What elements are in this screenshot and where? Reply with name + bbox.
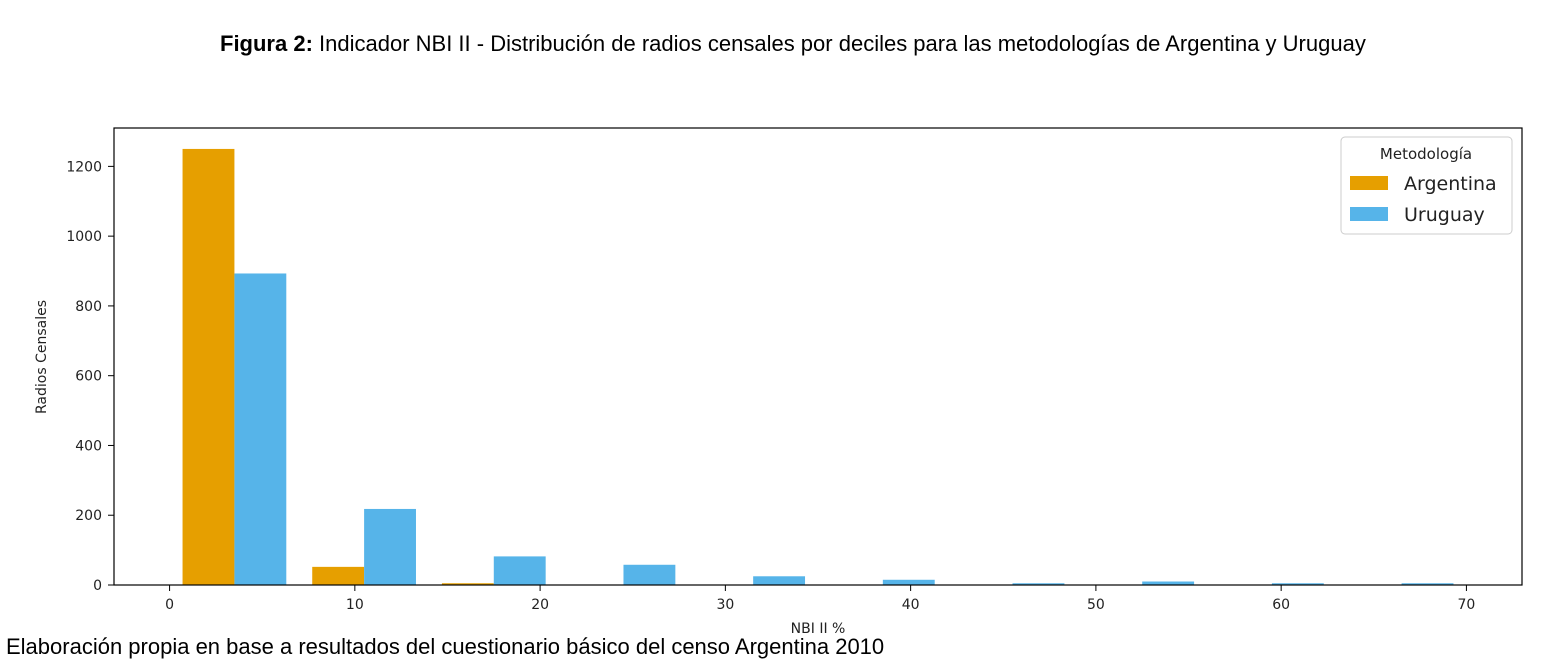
source-note: Elaboración propia en base a resultados … xyxy=(6,634,885,659)
y-tick-label-800: 800 xyxy=(75,299,102,315)
legend-title: Metodología xyxy=(1380,145,1472,163)
y-tick-label-400: 400 xyxy=(75,438,102,454)
bar-uruguay-1 xyxy=(364,508,416,585)
ticks-layer: 0 10 20 30 40 50 60 70 0 200 400 600 800 1000 1200 xyxy=(66,159,1475,613)
legend-swatch-uruguay xyxy=(1350,207,1388,221)
bar-uruguay-8 xyxy=(1271,583,1324,585)
y-axis-label: Radios Censales xyxy=(34,300,50,414)
x-tick-label-30: 30 xyxy=(716,597,734,613)
x-axis-label: NBI II % xyxy=(791,621,846,637)
bar-uruguay-3 xyxy=(623,564,676,585)
bar-uruguay-7 xyxy=(1142,581,1195,585)
x-tick-label-70: 70 xyxy=(1458,597,1476,613)
bar-uruguay-5 xyxy=(882,579,935,585)
x-tick-label-40: 40 xyxy=(902,597,920,613)
bar-uruguay-0 xyxy=(234,273,287,585)
x-tick-label-20: 20 xyxy=(531,597,549,613)
y-tick-label-200: 200 xyxy=(75,508,102,524)
bar-uruguay-9 xyxy=(1401,583,1454,585)
x-tick-label-60: 60 xyxy=(1272,597,1290,613)
legend-label-argentina: Argentina xyxy=(1404,173,1497,195)
x-tick-label-0: 0 xyxy=(165,597,174,613)
y-tick-label-1000: 1000 xyxy=(66,229,102,245)
bars-layer xyxy=(182,148,1454,585)
legend-swatch-argentina xyxy=(1350,176,1388,190)
y-tick-label-0: 0 xyxy=(93,578,102,594)
bar-argentina-0 xyxy=(182,148,235,585)
bar-uruguay-2 xyxy=(493,556,546,585)
y-tick-label-600: 600 xyxy=(75,369,102,385)
x-tick-label-10: 10 xyxy=(346,597,364,613)
bar-uruguay-6 xyxy=(1012,583,1065,585)
figure-caption: Figura 2: Indicador NBI II - Distribució… xyxy=(220,30,1530,58)
legend: Metodología Argentina Uruguay xyxy=(1340,136,1513,235)
plot-frame xyxy=(113,127,1523,586)
bar-argentina-2 xyxy=(441,583,494,585)
figure-title: Indicador NBI II - Distribución de radio… xyxy=(319,31,1366,56)
legend-label-uruguay: Uruguay xyxy=(1404,204,1485,226)
bar-argentina-1 xyxy=(312,566,365,585)
bar-uruguay-4 xyxy=(753,576,806,585)
y-tick-label-1200: 1200 xyxy=(66,159,102,175)
x-tick-label-50: 50 xyxy=(1087,597,1105,613)
figure-label: Figura 2: xyxy=(220,31,313,56)
